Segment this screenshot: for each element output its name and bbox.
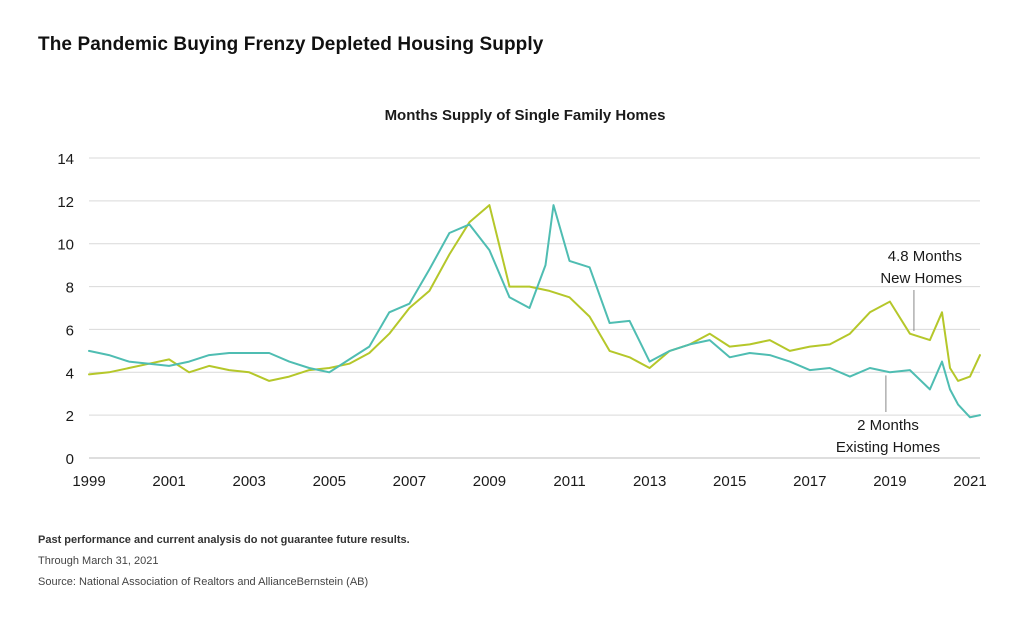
chart-title: Months Supply of Single Family Homes xyxy=(385,107,666,124)
x-tick-label: 2021 xyxy=(953,473,986,490)
chart-gridlines xyxy=(89,157,980,459)
y-tick-label: 10 xyxy=(57,237,74,254)
x-tick-label: 2007 xyxy=(393,473,426,490)
page-headline: The Pandemic Buying Frenzy Depleted Hous… xyxy=(38,34,544,55)
x-tick-label: 1999 xyxy=(72,473,105,490)
series-line-existing xyxy=(88,204,981,419)
x-tick-label: 2013 xyxy=(633,473,666,490)
annotation-new-label: New Homes xyxy=(880,270,962,287)
y-tick-label: 2 xyxy=(66,408,74,425)
x-tick-label: 2011 xyxy=(553,473,585,490)
x-tick-label: 2009 xyxy=(473,473,506,490)
disclaimer-text: Past performance and current analysis do… xyxy=(38,534,410,546)
line-chart: Months Supply of Single Family Homes 0 2 4… xyxy=(57,107,986,490)
x-tick-label: 2005 xyxy=(313,473,346,490)
chart-footer: Past performance and current analysis do… xyxy=(38,534,410,597)
x-tick-label: 2015 xyxy=(713,473,746,490)
annotation-existing-label: Existing Homes xyxy=(836,439,940,456)
annotation-existing-label: 2 Months xyxy=(857,417,919,434)
chart-series xyxy=(88,204,981,419)
annotation-new-label: 4.8 Months xyxy=(888,248,962,265)
x-tick-label: 2001 xyxy=(152,473,185,490)
through-date: Through March 31, 2021 xyxy=(38,555,159,567)
source-note: Source: National Association of Realtors… xyxy=(38,576,369,588)
y-tick-label: 6 xyxy=(66,322,74,339)
series-line-new xyxy=(88,204,981,382)
y-tick-label: 0 xyxy=(66,451,74,468)
x-tick-label: 2019 xyxy=(873,473,906,490)
chart-container: Months Supply of Single Family Homes 0 2 4… xyxy=(57,107,986,490)
chart-annotations: 4.8 Months New Homes 2 Months Existing Home… xyxy=(836,248,962,456)
y-tick-label: 14 xyxy=(57,151,74,168)
y-axis: 0 2 4 6 8 10 12 14 xyxy=(57,151,74,468)
y-tick-label: 4 xyxy=(66,365,74,382)
x-tick-label: 2017 xyxy=(793,473,826,490)
x-axis: 1999 2001 2003 2005 2007 2009 2011 2013 2015 2017… xyxy=(72,473,986,490)
y-tick-label: 12 xyxy=(57,194,74,211)
y-tick-label: 8 xyxy=(66,280,74,297)
x-tick-label: 2003 xyxy=(232,473,265,490)
